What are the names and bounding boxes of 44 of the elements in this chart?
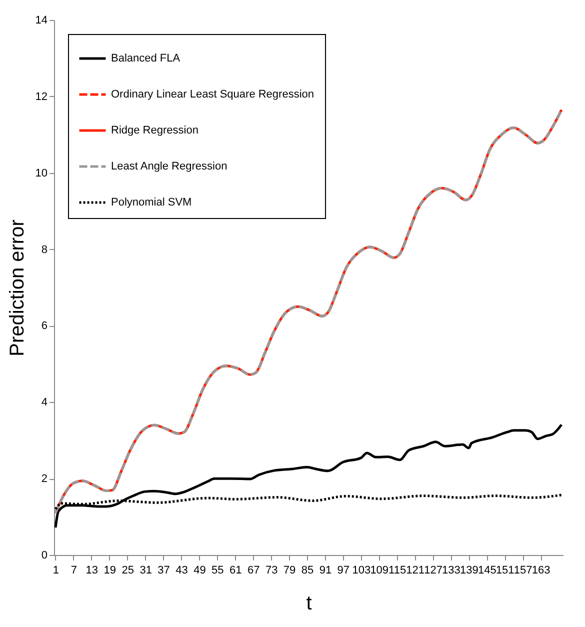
y-tick-label: 6 [41,320,48,332]
x-tick-label: 61 [230,564,242,576]
x-tick-label: 37 [158,564,170,576]
y-tick-label: 0 [41,550,48,562]
x-tick-label: 151 [496,564,514,576]
legend-label: Balanced FLA [111,52,181,64]
x-axis-title: t [306,592,312,614]
legend-label: Polynomial SVM [111,196,192,208]
x-tick-label: 55 [212,564,224,576]
legend-label: Ordinary Linear Least Square Regression [111,88,314,100]
legend-label: Least Angle Regression [111,160,228,172]
x-tick-label: 115 [388,564,406,576]
legend-label: Ridge Regression [111,124,198,136]
x-tick-label: 109 [370,564,389,576]
x-tick-label: 49 [194,564,206,576]
x-tick-label: 145 [478,564,496,576]
x-tick-label: 25 [122,564,134,576]
x-tick-label: 91 [319,564,332,576]
x-tick-label: 73 [265,564,278,576]
line-series [54,423,563,529]
x-tick-label: 97 [337,564,350,576]
x-tick-label: 103 [352,564,371,576]
y-tick-label: 14 [35,14,48,26]
y-tick-label: 4 [41,396,48,409]
x-tick-label: 13 [86,564,98,576]
x-tick-label: 43 [176,564,188,576]
y-tick-label: 8 [41,244,48,256]
x-tick-label: 121 [406,564,424,576]
x-tick-label: 157 [514,564,532,576]
x-tick-label: 139 [460,564,478,576]
x-tick-label: 67 [247,564,260,576]
y-tick-label: 2 [41,473,48,486]
y-tick-label: 10 [35,167,48,180]
x-tick-label: 133 [442,564,460,576]
y-tick-label: 12 [35,90,48,103]
x-tick-label: 127 [424,564,442,576]
x-tick-label: 85 [301,564,314,576]
x-tick-label: 7 [70,564,78,576]
x-tick-label: 19 [104,564,116,576]
x-tick-label: 163 [532,564,550,576]
x-tick-label: 31 [140,564,152,576]
x-tick-label: 1 [52,564,60,576]
x-tick-label: 79 [283,564,296,576]
y-axis-title: Prediction error [6,219,28,356]
